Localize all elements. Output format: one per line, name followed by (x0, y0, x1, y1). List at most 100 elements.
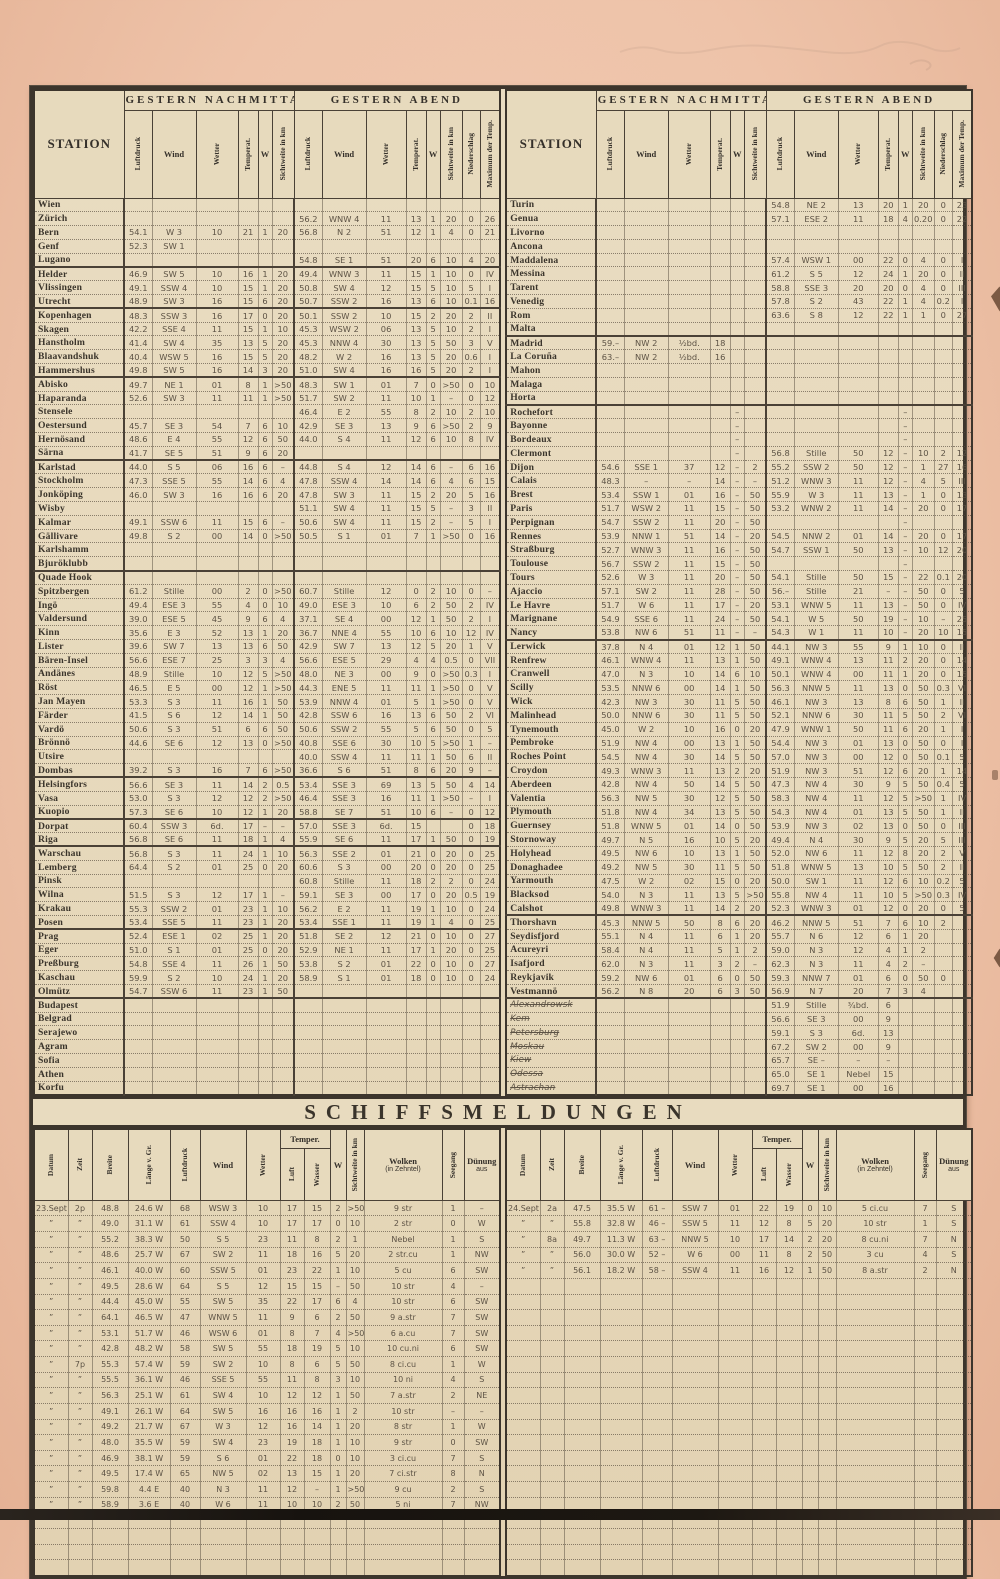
station-name: Maddalena (506, 253, 598, 268)
ship-value (642, 1559, 673, 1577)
ship-value: ” (68, 1325, 93, 1342)
column-header: Wetter (365, 109, 407, 199)
ship-report-row: ” 7p 55.3 57.4 W 59 SW 2 10 8 6 5 50 8 ci.cu 1 W (34, 1356, 501, 1373)
pm-value (196, 556, 239, 572)
ship-value: 15 (304, 1465, 331, 1483)
pm-value: 1 (258, 322, 273, 337)
ev-value (838, 403, 879, 420)
pm-value (668, 225, 711, 240)
ev-value: 11 (366, 680, 407, 696)
ship-value (68, 1528, 93, 1545)
ev-value: – (838, 1053, 879, 1068)
ev-value (765, 377, 795, 392)
pm-value: SW 5 (152, 265, 197, 282)
ev-value: V (480, 680, 501, 696)
station-name: Belgrad (34, 1012, 125, 1027)
ev-value (912, 377, 935, 392)
ev-value: 6 (898, 722, 913, 737)
ev-value: 59.1 (765, 1025, 795, 1041)
station-row: Ingö 49.4 ESE 3 55 4 0 10 49.0 ESE 3 10 6 2 50 2 IV (34, 598, 501, 613)
ev-value: 52.9 (293, 943, 323, 958)
pm-value: 5 (730, 777, 745, 792)
ship-value (600, 1372, 643, 1389)
ev-value (934, 929, 953, 944)
ship-value: 23 (246, 1231, 281, 1248)
ev-value (366, 556, 407, 572)
pm-value: 2 (258, 791, 273, 806)
station-row: Belgrad (34, 1012, 501, 1027)
ship-value: 10 (346, 1450, 365, 1467)
ship-value: 57.4 W (128, 1356, 171, 1373)
station-name: Jan Mayen (34, 694, 125, 709)
pm-value: 46.0 (123, 487, 153, 503)
pm-value (595, 432, 625, 447)
station-row: Bern 54.1 W 3 10 21 1 20 56.8 N 2 51 12 1 4 0 21 (34, 225, 501, 240)
ev-value (838, 556, 879, 572)
ev-value: IV (480, 598, 501, 613)
pm-value: – (624, 473, 669, 489)
pm-value: – (730, 598, 745, 613)
pm-value (152, 569, 197, 585)
ev-value: 10 (440, 294, 463, 309)
ship-value: 45.0 W (128, 1294, 171, 1311)
ship-value: SSW 5 (672, 1215, 719, 1233)
station-name: Pinsk (34, 874, 125, 889)
ship-value (936, 1387, 973, 1404)
ship-value (914, 1309, 937, 1326)
pm-value: 55 (196, 598, 239, 613)
ev-value: 01 (366, 970, 407, 985)
ev-value: 4 (912, 253, 935, 268)
pm-value: 00 (196, 584, 239, 599)
pm-value: 14 (710, 529, 731, 544)
pm-value: 25 (238, 860, 259, 875)
ev-value: 0 (934, 501, 953, 516)
ev-value (440, 984, 463, 999)
ev-value: 11 (406, 680, 427, 696)
ev-value: 01 (366, 956, 407, 972)
ev-value: 49.1 (765, 653, 795, 668)
pm-value: 16 (196, 294, 239, 309)
pm-value: 16 (196, 349, 239, 365)
ev-value: 10 (912, 914, 935, 930)
ev-value: 00 (366, 611, 407, 627)
ev-value: 44.8 (293, 459, 323, 475)
ev-value: 53.8 (293, 956, 323, 972)
pm-value: 15 (238, 515, 259, 530)
ev-value: 9 (462, 763, 481, 778)
ev-value: 1 (898, 943, 913, 958)
ship-value: 13 (280, 1465, 305, 1483)
ev-value: 10 (912, 542, 935, 558)
station-row: Seydisfjord 55.1 N 4 11 6 1 20 55.7 N 6 12 6 1 20 (506, 929, 973, 944)
ev-value: 0 (898, 970, 913, 985)
ev-value: 2 (426, 515, 441, 530)
ship-value: 10 str (364, 1403, 443, 1420)
ev-value: 4 (878, 956, 899, 972)
pm-value: 54.9 (595, 611, 625, 627)
station-name: Rom (506, 308, 598, 323)
station-name: Kinn (34, 625, 125, 640)
ev-value: 20 (912, 266, 935, 282)
ship-value: 0 (330, 1215, 347, 1233)
ev-value: 4 (912, 473, 935, 489)
ev-value: ENE 5 (322, 680, 367, 696)
ev-value: 11 (878, 722, 899, 737)
pm-value (668, 1053, 711, 1068)
station-row: Eger 51.0 S 1 01 25 0 20 52.9 NE 1 11 17 1 20 0 25 (34, 943, 501, 958)
pm-value: 1 (258, 970, 273, 985)
pm-value: – (272, 459, 295, 475)
ev-value: 20 (912, 763, 935, 778)
ev-value: 61.2 (765, 266, 795, 282)
ship-value (936, 1309, 973, 1326)
pm-value: 1 (258, 928, 273, 944)
ship-value: NE (464, 1387, 501, 1404)
ev-value (462, 1025, 481, 1041)
ev-value: – (898, 556, 913, 572)
ev-value: 49.0 (293, 598, 323, 613)
pm-value: 16 (238, 265, 259, 282)
ev-value: NW 4 (794, 777, 839, 792)
ev-value (898, 1053, 913, 1068)
ev-value: 12 (934, 542, 953, 558)
pm-value (123, 1053, 153, 1068)
pm-value (238, 749, 259, 765)
station-name: Dombas (34, 763, 125, 778)
